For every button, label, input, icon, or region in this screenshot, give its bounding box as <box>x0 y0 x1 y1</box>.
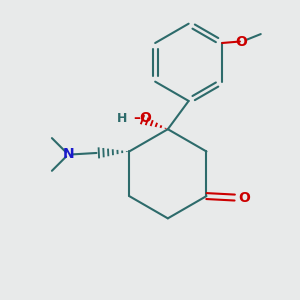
Text: O: O <box>238 190 250 205</box>
Text: H: H <box>117 112 127 125</box>
Text: O: O <box>236 34 247 49</box>
Text: –O: –O <box>134 111 152 125</box>
Text: N: N <box>62 148 74 161</box>
